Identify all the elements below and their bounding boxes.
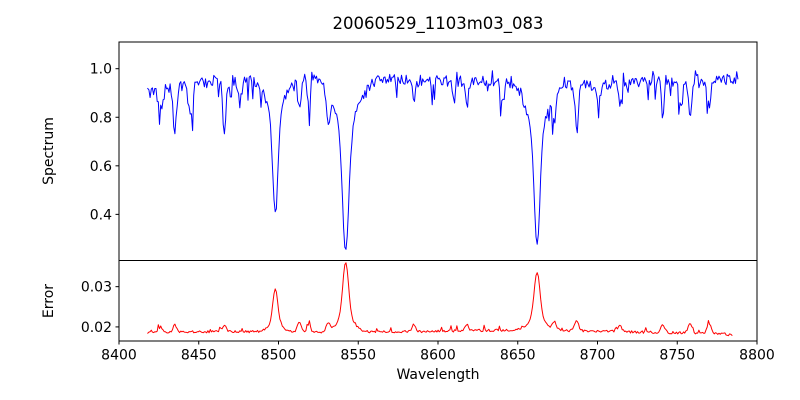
x-tick-label: 8750 bbox=[659, 348, 695, 364]
x-tick-label: 8400 bbox=[101, 348, 137, 364]
error-y-axis-label: Error bbox=[41, 284, 57, 318]
spectrum-y-axis-label: Spectrum bbox=[41, 117, 57, 185]
spectrum-y-tick-label: 0.4 bbox=[90, 207, 112, 223]
x-tick-label: 8600 bbox=[420, 348, 456, 364]
x-tick-label: 8500 bbox=[261, 348, 297, 364]
error-y-tick-label: 0.02 bbox=[81, 320, 112, 336]
error-panel-frame bbox=[118, 260, 758, 342]
plot-title: 20060529_1103m03_083 bbox=[332, 14, 543, 34]
error-y-tick-label: 0.03 bbox=[81, 280, 112, 296]
error-line bbox=[147, 262, 733, 337]
x-tick-label: 8450 bbox=[181, 348, 217, 364]
spectrum-line bbox=[147, 70, 739, 250]
x-axis-label: Wavelength bbox=[396, 367, 479, 383]
spectrum-y-tick-label: 0.8 bbox=[90, 110, 112, 126]
x-tick-label: 8650 bbox=[500, 348, 536, 364]
x-tick-label: 8550 bbox=[340, 348, 376, 364]
x-tick-label: 8800 bbox=[739, 348, 775, 364]
axis-ticks: 8400 8450 8500 8550 8600 8650 8700 8750 8800 0.4 0… bbox=[81, 62, 775, 364]
x-tick-label: 8700 bbox=[580, 348, 616, 364]
spectrum-y-tick-label: 0.6 bbox=[90, 159, 112, 175]
spectrum-y-tick-label: 1.0 bbox=[90, 62, 112, 78]
spectrum-panel-frame bbox=[118, 41, 758, 261]
